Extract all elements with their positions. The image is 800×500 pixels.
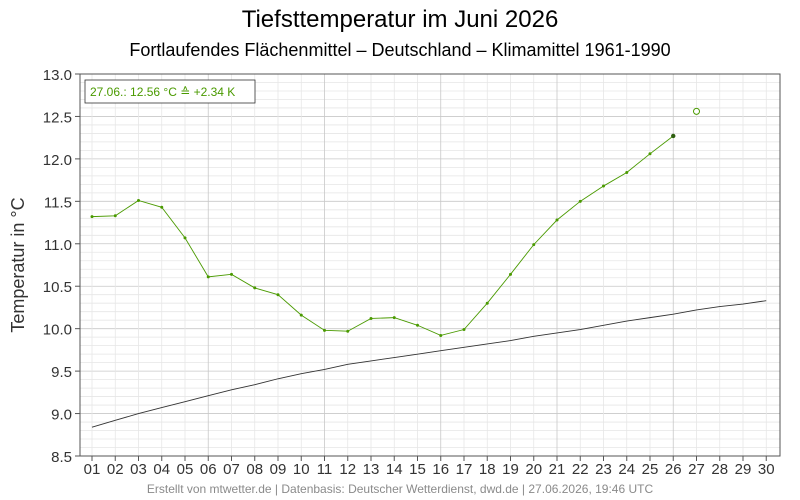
x-tick-label: 17 [456,461,473,478]
x-tick-label: 22 [572,461,589,478]
data-point [392,316,396,320]
x-tick-label: 30 [758,461,775,478]
x-tick-label: 06 [200,461,217,478]
x-tick-label: 26 [665,461,682,478]
annotation-text: 27.06.: 12.56 °C ≙ +2.34 K [90,85,235,99]
y-tick-label: 12.5 [43,109,72,126]
x-tick-label: 11 [317,461,333,478]
x-tick-label: 13 [363,461,380,478]
data-point [532,243,536,247]
y-ticks: 8.5 9.0 9.5 10.0 10.5 11.0 11.5 12.0 12.5 13.0 [43,67,80,466]
x-tick-label: 16 [432,461,449,478]
data-point [602,184,605,188]
series-layer [90,107,767,428]
x-tick-label: 15 [409,461,426,478]
x-tick-label: 25 [642,461,659,478]
annotation-box: 27.06.: 12.56 °C ≙ +2.34 K [84,79,256,104]
data-point [346,329,350,333]
x-tick-label: 19 [502,461,519,478]
grid [80,73,780,457]
x-tick-label: 08 [246,461,263,478]
series-line-observed [91,135,674,336]
x-tick-label: 27 [688,461,705,478]
x-ticks: 01 02 03 04 05 06 07 08 09 10 11 12 13 14 15 16 17 18 19 20… [84,456,775,478]
data-point [323,328,326,332]
data-point [462,328,466,332]
data-point [648,152,652,156]
y-tick-label: 11.5 [44,194,72,211]
x-tick-label: 28 [711,461,728,478]
data-point [90,215,94,219]
x-tick-label: 10 [293,461,310,478]
data-point [206,275,210,279]
data-point [276,293,280,297]
y-tick-label: 11.0 [44,237,72,254]
y-tick-label: 9.5 [51,364,72,381]
x-tick-label: 12 [339,461,356,478]
x-tick-label: 04 [153,461,170,478]
x-tick-label: 23 [595,461,612,478]
y-tick-label: 9.0 [51,407,72,424]
data-point [485,301,489,305]
x-tick-label: 29 [735,461,752,478]
y-tick-label: 8.5 [51,449,72,466]
data-point [671,133,676,139]
series-line-climate [91,300,767,428]
x-tick-label: 14 [386,461,403,478]
data-point [253,286,257,290]
chart-subtitle: Fortlaufendes Flächenmittel – Deutschlan… [129,40,671,60]
data-point [578,199,582,203]
data-point [183,236,187,240]
plot-frame [79,73,781,457]
data-point [369,316,373,320]
x-tick-label: 01 [84,461,101,478]
data-point [299,313,303,317]
data-point [625,170,629,174]
current-value-marker [693,107,700,115]
data-point [509,272,512,276]
data-point [555,218,559,222]
y-tick-label: 13.0 [43,67,72,84]
chart-title: Tiefsttemperatur im Juni 2026 [241,6,559,33]
data-point [230,272,233,276]
x-tick-label: 20 [525,461,542,478]
y-tick-label: 10.5 [43,279,72,296]
data-point [160,205,164,209]
x-tick-label: 02 [107,461,124,478]
footer-credits: Erstellt von mtwetter.de | Datenbasis: D… [146,482,654,496]
x-tick-label: 09 [270,461,287,478]
data-point [416,323,419,327]
y-tick-label: 12.0 [43,152,72,169]
y-axis-title: Temperatur in °C [8,197,28,332]
x-tick-label: 18 [479,461,496,478]
data-point [137,198,140,202]
x-tick-label: 21 [549,461,566,478]
x-tick-label: 07 [223,461,240,478]
data-point [439,333,443,337]
x-tick-label: 24 [618,461,635,478]
y-tick-label: 10.0 [43,322,72,339]
data-point [113,214,117,218]
x-tick-label: 03 [130,461,147,478]
x-tick-label: 05 [177,461,194,478]
